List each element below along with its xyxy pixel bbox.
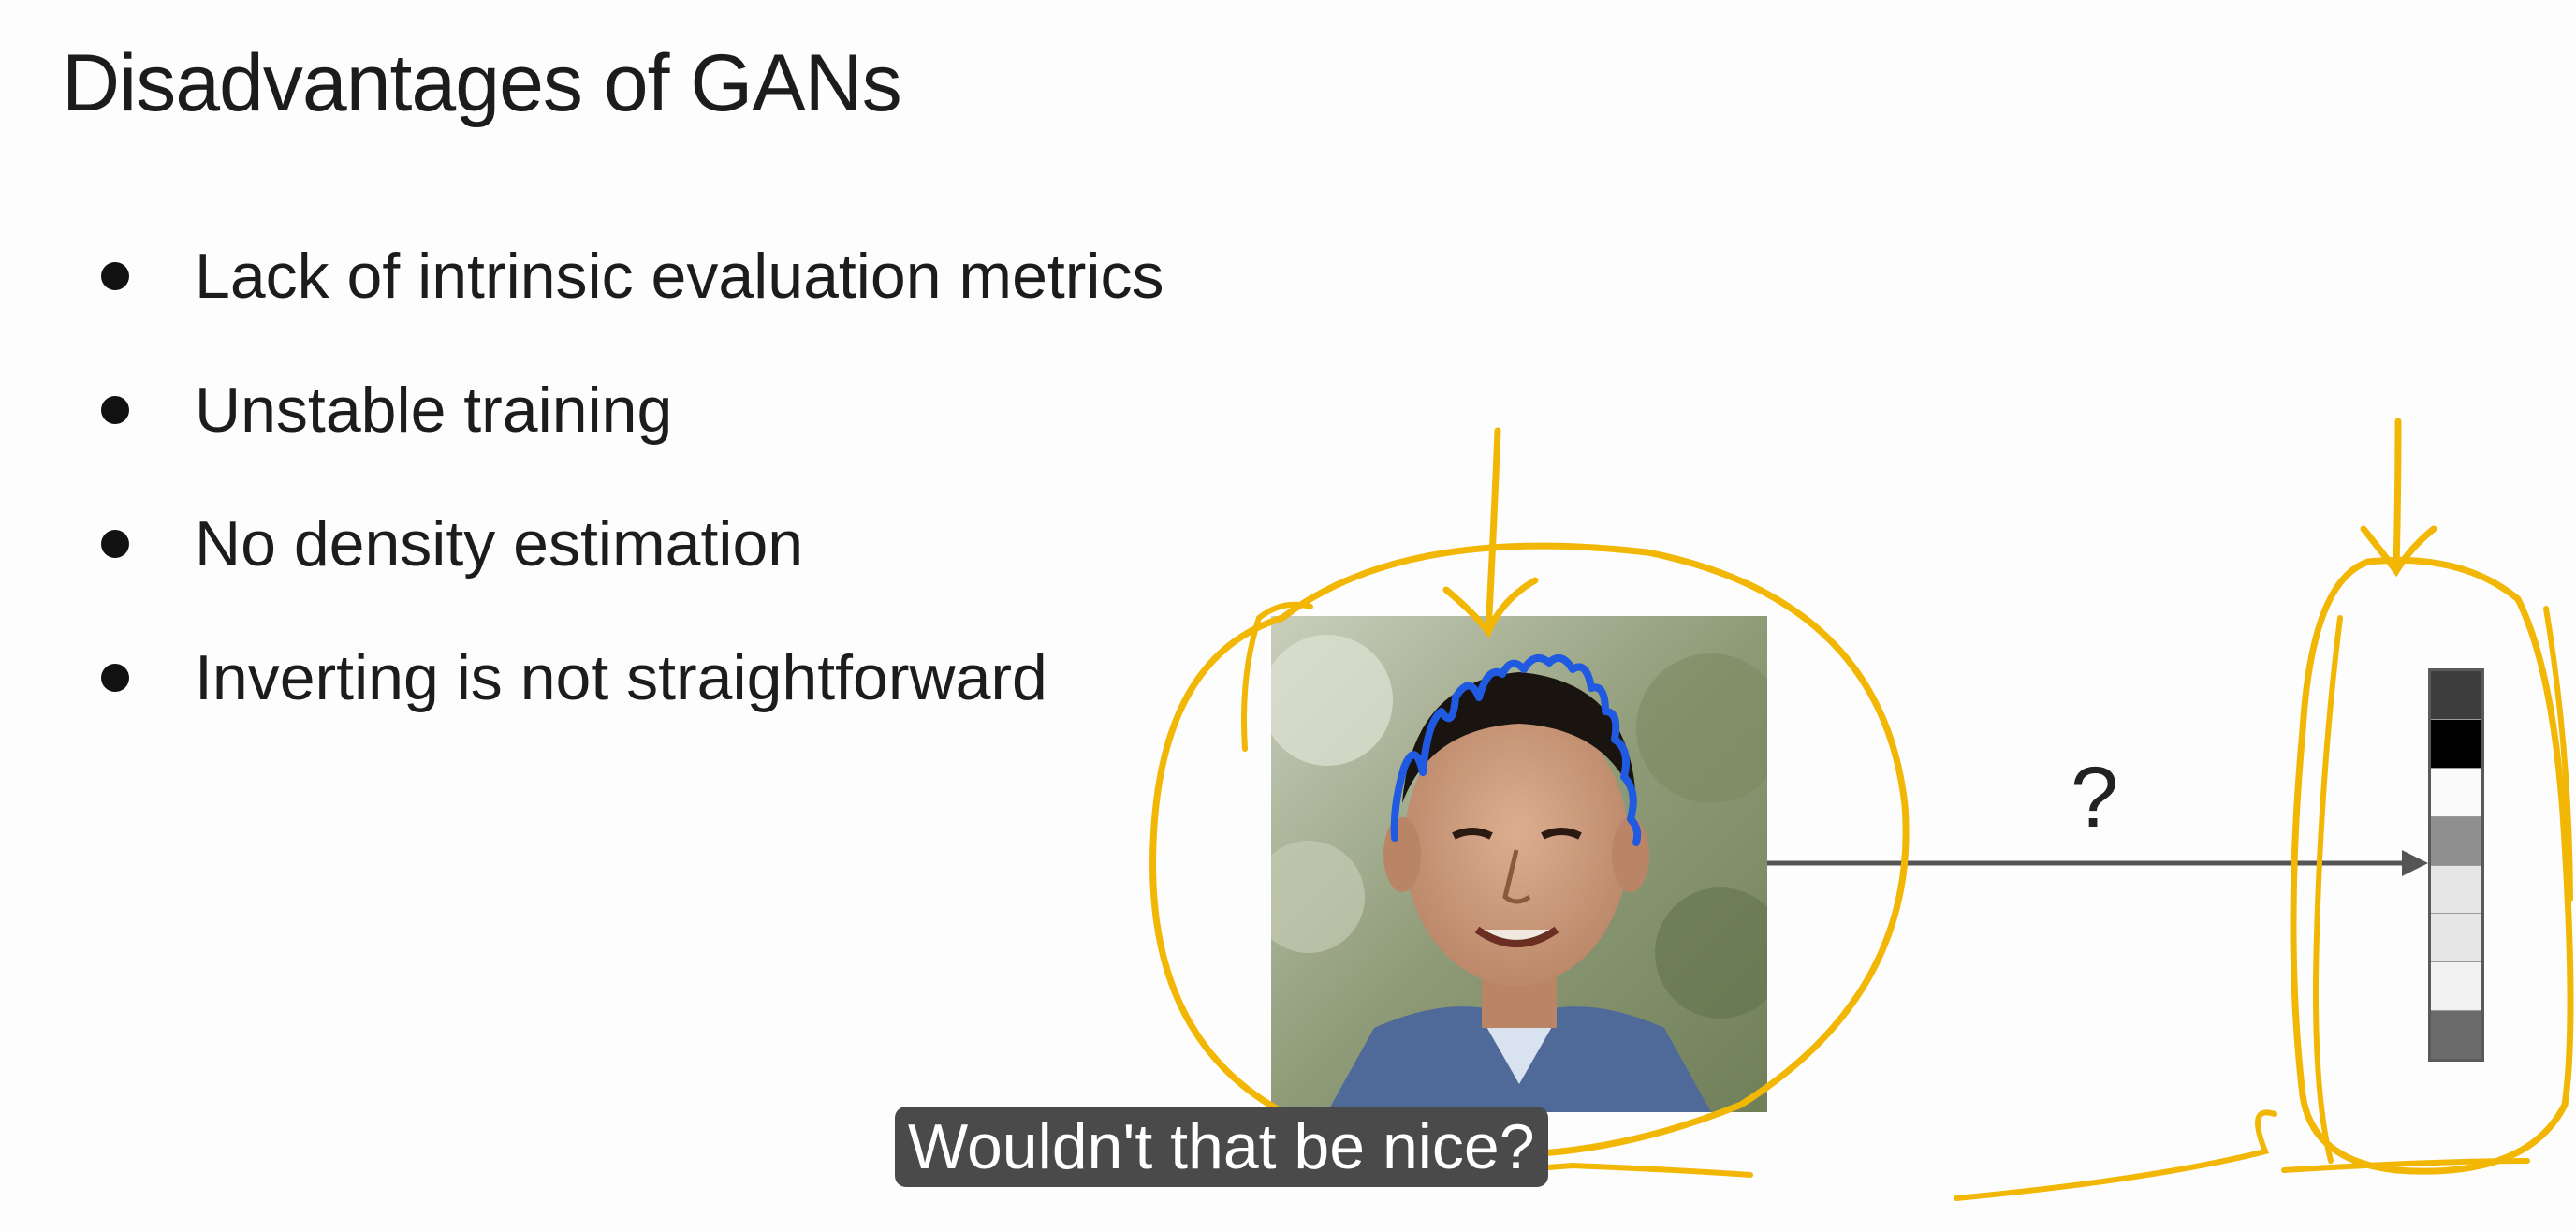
- bullet-item: Inverting is not straightforward: [92, 626, 1164, 760]
- bullet-text: Lack of intrinsic evaluation metrics: [195, 241, 1164, 312]
- ink-scribble-vector: [2313, 606, 2573, 1164]
- ink-underline-vector: [1954, 1109, 2530, 1201]
- arrow-head-icon: [2402, 850, 2428, 876]
- latent-cell: [2431, 719, 2481, 769]
- ink-scribble-hair: [1390, 653, 1642, 846]
- video-caption: Wouldn't that be nice?: [895, 1107, 1548, 1187]
- ink-scribble-face-left: [1241, 601, 1313, 752]
- bullet-text: Inverting is not straightforward: [195, 642, 1047, 713]
- slide-title: Disadvantages of GANs: [62, 38, 902, 128]
- ink-arrow-down-face: [1442, 427, 1539, 638]
- ink-arrow-down-vector: [2360, 418, 2437, 578]
- bullet-dot-icon: [101, 396, 129, 424]
- latent-cell: [2431, 914, 2481, 963]
- bullet-dot-icon: [101, 530, 129, 558]
- latent-cell: [2431, 865, 2481, 915]
- latent-vector: [2428, 668, 2484, 1062]
- latent-cell: [2431, 1011, 2481, 1059]
- latent-cell: [2431, 816, 2481, 866]
- latent-cell: [2431, 768, 2481, 817]
- bullet-dot-icon: [101, 664, 129, 692]
- arrow-label: ?: [2071, 750, 2119, 845]
- bullet-text: No density estimation: [195, 508, 804, 579]
- ink-circle-face: [1149, 542, 1910, 1159]
- bullet-item: Lack of intrinsic evaluation metrics: [92, 225, 1164, 359]
- bullet-item: No density estimation: [92, 492, 1164, 626]
- bullet-item: Unstable training: [92, 359, 1164, 492]
- latent-cell: [2431, 962, 2481, 1012]
- latent-cell: [2431, 671, 2481, 720]
- face-photo-icon: [1271, 616, 1767, 1112]
- bullet-dot-icon: [101, 262, 129, 290]
- bullet-text: Unstable training: [195, 374, 673, 446]
- bullet-list: Lack of intrinsic evaluation metrics Uns…: [92, 225, 1164, 760]
